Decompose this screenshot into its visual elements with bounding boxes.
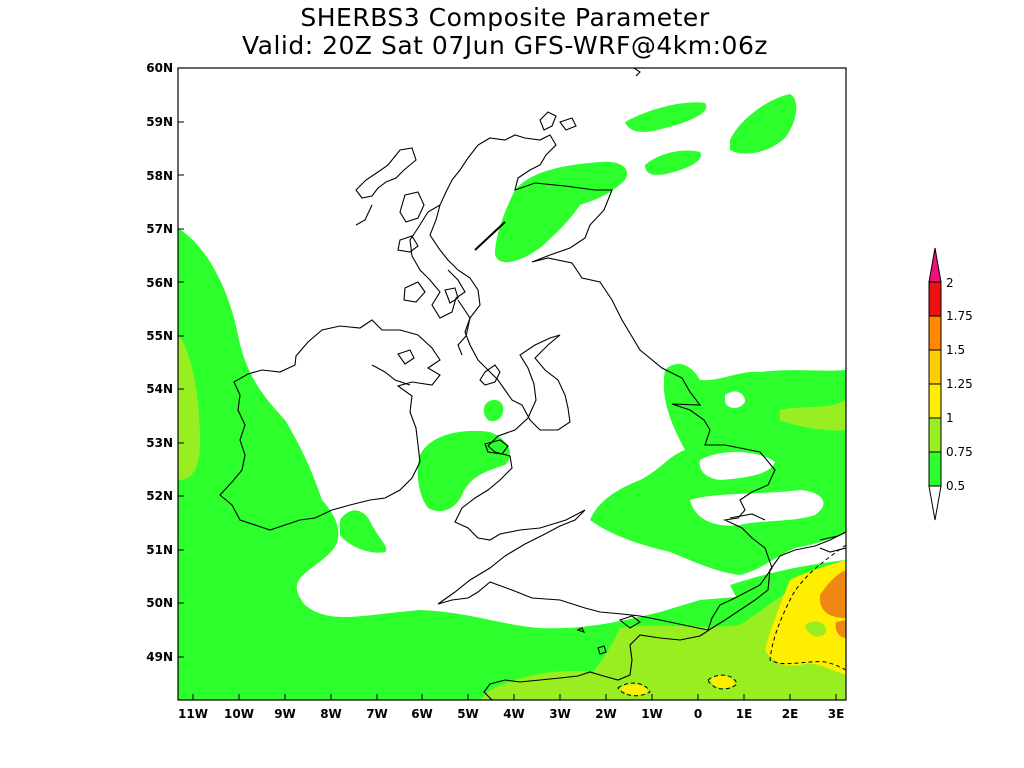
field-scotland (495, 161, 628, 263)
field-dashed-contour-1 (769, 544, 846, 671)
coast-scotland-west (409, 204, 466, 319)
colorbar-under-triangle (928, 485, 942, 521)
lat-label: 60N (146, 61, 173, 75)
lon-label: 1W (641, 707, 663, 721)
coast-mull (397, 235, 419, 253)
field-channel-yg-2 (480, 670, 595, 700)
coast-low-countries (819, 531, 846, 541)
colorbar-label: 0.75 (946, 445, 973, 459)
coast-islay (403, 281, 426, 303)
lat-axis: 60N 59N 58N 57N 56N 55N 54N 53N 52N 51N … (146, 61, 173, 664)
field-dashed-contour-3 (707, 674, 738, 690)
field-gap-2 (690, 490, 824, 526)
colorbar-swatch-1.25 (928, 349, 942, 385)
colorbar-swatch-1.75 (928, 281, 942, 317)
map-frame (177, 67, 847, 701)
border-ireland (371, 364, 411, 386)
axis-ticks (178, 67, 837, 700)
lon-label: 5W (457, 707, 479, 721)
lat-label: 52N (146, 489, 173, 503)
colorbar-swatch-1.5 (928, 315, 942, 351)
lat-label: 57N (146, 222, 173, 236)
coast-great-glen (474, 221, 506, 251)
coast-france (483, 531, 846, 700)
colorbar-over-triangle (928, 247, 942, 283)
chart-subtitle: Valid: 20Z Sat 07Jun GFS-WRF@4km:06z (241, 31, 768, 60)
coast-kintyre (457, 299, 471, 356)
coastlines (219, 68, 846, 700)
border-france-belgium (819, 547, 846, 553)
lat-label: 54N (146, 382, 173, 396)
field-yellow-gap (805, 621, 827, 637)
field-yg-east (780, 400, 846, 431)
chart-title: SHERBS3 Composite Parameter (300, 3, 710, 32)
colorbar-swatch-0.75 (928, 417, 942, 453)
lon-label: 10W (224, 707, 254, 721)
lat-label: 58N (146, 169, 173, 183)
colorbar-swatch-0.5 (928, 451, 942, 487)
lon-label: 3E (828, 707, 845, 721)
coast-shetland (633, 68, 641, 77)
colorbar-label: 1.5 (946, 343, 965, 357)
coast-anglesey (484, 439, 509, 455)
field-celtic (340, 510, 387, 553)
colorbar-label: 1.75 (946, 309, 973, 323)
field-yellow-2 (620, 684, 648, 696)
lat-label: 53N (146, 436, 173, 450)
colorbar-label: 1.25 (946, 377, 973, 391)
coast-channel-islands (576, 627, 607, 655)
field-yellow-3 (710, 675, 735, 689)
lon-label: 2W (595, 707, 617, 721)
parameter-field (178, 94, 846, 700)
coast-arran (444, 287, 459, 304)
lon-label: 9W (274, 707, 296, 721)
coast-skye (399, 191, 425, 223)
coast-orkney (539, 111, 577, 131)
field-north-sea-2 (645, 150, 701, 175)
colorbar-label: 0.5 (946, 479, 965, 493)
coast-great-britain (429, 134, 776, 631)
field-dashed-contour-2 (617, 682, 651, 697)
field-north-sea-1 (625, 102, 707, 132)
colorbar: 0.5 0.75 1 1.25 1.5 1.75 2 (928, 247, 973, 521)
lon-label: 6W (411, 707, 433, 721)
lon-label: 8W (320, 707, 342, 721)
field-gap-3 (725, 391, 745, 408)
field-north-sea-3 (730, 94, 797, 154)
lat-label: 59N (146, 115, 173, 129)
lon-label: 7W (366, 707, 388, 721)
field-west-band-2 (178, 230, 330, 648)
lon-axis: 11W 10W 9W 8W 7W 6W 5W 4W 3W 2W 1W 0 1E … (178, 707, 844, 721)
lon-label: 1E (736, 707, 753, 721)
lon-label: 11W (178, 707, 208, 721)
field-irish-sea-small (483, 399, 504, 422)
coast-ireland-lough (397, 349, 415, 365)
coast-ireland (219, 319, 441, 531)
field-orange-2 (835, 620, 846, 638)
lat-label: 49N (146, 650, 173, 664)
coast-isle-of-wight (618, 615, 641, 629)
lon-label: 4W (503, 707, 525, 721)
lat-label: 50N (146, 596, 173, 610)
colorbar-label: 1 (946, 411, 954, 425)
lat-label: 55N (146, 329, 173, 343)
coast-thames (729, 513, 766, 521)
field-gap-1 (699, 451, 775, 480)
coast-isle-of-man (479, 364, 501, 386)
lon-label: 2E (782, 707, 799, 721)
colorbar-swatch-1 (928, 383, 942, 419)
coast-uist (355, 204, 373, 226)
lat-label: 56N (146, 276, 173, 290)
lat-label: 51N (146, 543, 173, 557)
field-west-edge (178, 335, 200, 480)
field-orange-1 (819, 570, 846, 618)
field-irish-sea (417, 430, 510, 512)
coast-lewis (355, 147, 417, 199)
colorbar-label: 2 (946, 276, 954, 290)
lon-label: 3W (549, 707, 571, 721)
lon-label: 0 (694, 707, 702, 721)
